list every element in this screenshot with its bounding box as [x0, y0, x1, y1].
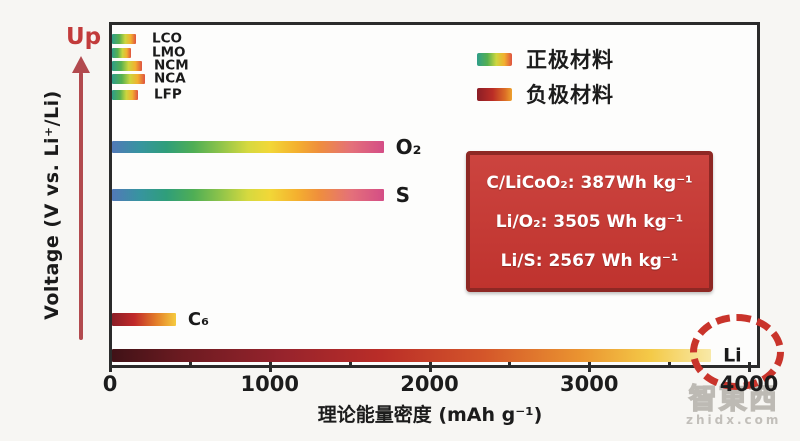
minor-tick-2500	[508, 362, 512, 368]
bar-Li	[112, 349, 712, 362]
up-arrow-icon	[72, 56, 90, 73]
bar-label-NCM: NCM	[154, 57, 189, 74]
bar-label-C₆: C₆	[187, 308, 209, 330]
bar-label-Li: Li	[723, 344, 742, 366]
x-axis-title: 理论能量密度 (mAh g⁻¹)	[317, 404, 543, 426]
tick-label-4000: 4000	[719, 372, 779, 396]
tick-label-1000: 1000	[240, 372, 299, 396]
legend-item-0: 正极材料	[477, 44, 614, 74]
bar-label-O₂: O₂	[395, 135, 422, 159]
tick-label-0: 0	[102, 372, 118, 396]
bar-label-LFP: LFP	[154, 86, 182, 103]
legend-label-1: 负极材料	[526, 83, 614, 107]
bar-LFP	[112, 90, 139, 100]
major-tick-3000	[588, 362, 592, 372]
bar-NCA	[112, 74, 145, 84]
legend-item-1: 负极材料	[477, 79, 614, 109]
bar-label-LCO: LCO	[152, 30, 182, 47]
li-highlight-circle	[690, 314, 784, 390]
watermark-url: zhidx.com	[686, 413, 782, 428]
info-line-0: C/LiCoO₂: 387Wh kg⁻¹	[486, 172, 693, 193]
bar-C₆	[112, 313, 176, 326]
bar-O₂	[112, 141, 384, 153]
legend-swatch-0	[477, 52, 512, 66]
minor-tick-500	[188, 362, 192, 368]
up-label: Up	[66, 24, 102, 50]
major-tick-2000	[428, 362, 432, 372]
up-arrow-line	[79, 72, 83, 340]
bar-LCO	[112, 34, 136, 44]
bar-S	[112, 189, 384, 201]
major-tick-0	[109, 362, 112, 372]
bar-label-S: S	[395, 183, 410, 207]
bar-LMO	[112, 48, 132, 58]
legend-label-0: 正极材料	[526, 48, 614, 72]
y-axis-label: Voltage (V vs. Li⁺/Li)	[41, 90, 63, 320]
info-line-2: Li/S: 2567 Wh kg⁻¹	[500, 250, 679, 271]
bar-label-LMO: LMO	[152, 44, 186, 61]
tick-label-2000: 2000	[400, 372, 459, 396]
info-box: C/LiCoO₂: 387Wh kg⁻¹ Li/O₂: 3505 Wh kg⁻¹ L…	[466, 151, 713, 292]
bar-label-NCA: NCA	[154, 70, 186, 87]
legend-swatch-1	[477, 87, 512, 101]
major-tick-1000	[268, 362, 272, 372]
bar-NCM	[112, 61, 142, 71]
tick-label-3000: 3000	[560, 372, 619, 396]
minor-tick-3500	[668, 362, 672, 368]
bars-layer: LCO LMO NCM NCA LFP O₂ S C₆ Li	[112, 25, 757, 365]
info-line-1: Li/O₂: 3505 Wh kg⁻¹	[495, 211, 684, 232]
minor-tick-1500	[348, 362, 352, 368]
